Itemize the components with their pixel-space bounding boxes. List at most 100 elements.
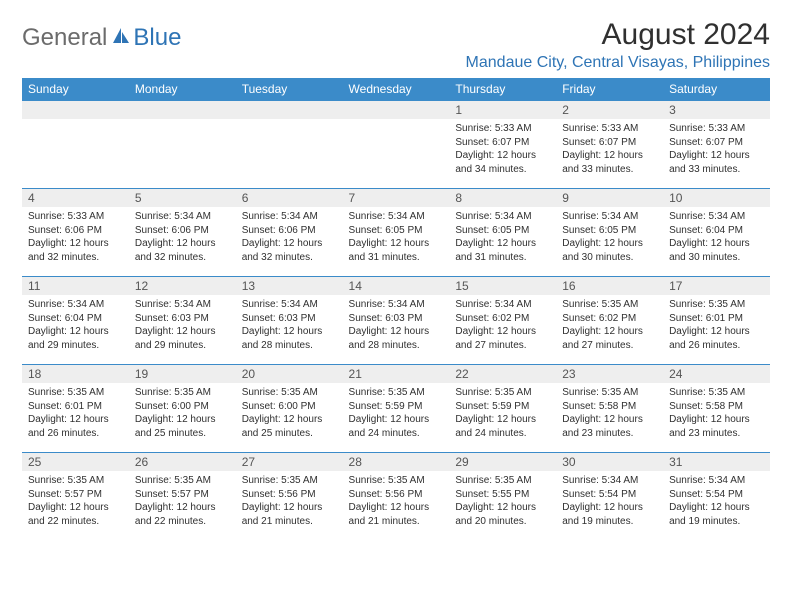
calendar-cell: 2Sunrise: 5:33 AMSunset: 6:07 PMDaylight…: [556, 101, 663, 189]
calendar-cell: 12Sunrise: 5:34 AMSunset: 6:03 PMDayligh…: [129, 277, 236, 365]
calendar-week-row: 11Sunrise: 5:34 AMSunset: 6:04 PMDayligh…: [22, 277, 770, 365]
day-number: 13: [236, 277, 343, 295]
calendar-cell: [343, 101, 450, 189]
day-header: Friday: [556, 78, 663, 101]
day-details: Sunrise: 5:34 AMSunset: 6:03 PMDaylight:…: [129, 295, 236, 356]
day-number: 19: [129, 365, 236, 383]
day-details: Sunrise: 5:33 AMSunset: 6:07 PMDaylight:…: [663, 119, 770, 180]
calendar-cell: 31Sunrise: 5:34 AMSunset: 5:54 PMDayligh…: [663, 453, 770, 541]
day-number: 18: [22, 365, 129, 383]
day-details: Sunrise: 5:34 AMSunset: 6:04 PMDaylight:…: [663, 207, 770, 268]
day-number: [343, 101, 450, 119]
day-details: Sunrise: 5:35 AMSunset: 5:58 PMDaylight:…: [556, 383, 663, 444]
day-number: 3: [663, 101, 770, 119]
calendar-cell: 19Sunrise: 5:35 AMSunset: 6:00 PMDayligh…: [129, 365, 236, 453]
title-block: August 2024 Mandaue City, Central Visaya…: [466, 18, 770, 72]
day-number: 10: [663, 189, 770, 207]
day-details: Sunrise: 5:34 AMSunset: 6:06 PMDaylight:…: [236, 207, 343, 268]
calendar-cell: 26Sunrise: 5:35 AMSunset: 5:57 PMDayligh…: [129, 453, 236, 541]
calendar-week-row: 4Sunrise: 5:33 AMSunset: 6:06 PMDaylight…: [22, 189, 770, 277]
day-header-row: Sunday Monday Tuesday Wednesday Thursday…: [22, 78, 770, 101]
calendar-cell: 8Sunrise: 5:34 AMSunset: 6:05 PMDaylight…: [449, 189, 556, 277]
day-number: 8: [449, 189, 556, 207]
logo: General Blue: [22, 18, 181, 52]
day-number: 15: [449, 277, 556, 295]
day-header: Tuesday: [236, 78, 343, 101]
day-number: 17: [663, 277, 770, 295]
calendar-cell: 24Sunrise: 5:35 AMSunset: 5:58 PMDayligh…: [663, 365, 770, 453]
day-number: 12: [129, 277, 236, 295]
day-number: 5: [129, 189, 236, 207]
calendar-cell: 10Sunrise: 5:34 AMSunset: 6:04 PMDayligh…: [663, 189, 770, 277]
day-number: [129, 101, 236, 119]
calendar-week-row: 1Sunrise: 5:33 AMSunset: 6:07 PMDaylight…: [22, 101, 770, 189]
calendar-page: General Blue August 2024 Mandaue City, C…: [0, 0, 792, 559]
day-details: Sunrise: 5:35 AMSunset: 6:00 PMDaylight:…: [236, 383, 343, 444]
calendar-cell: 29Sunrise: 5:35 AMSunset: 5:55 PMDayligh…: [449, 453, 556, 541]
calendar-cell: 22Sunrise: 5:35 AMSunset: 5:59 PMDayligh…: [449, 365, 556, 453]
calendar-cell: 21Sunrise: 5:35 AMSunset: 5:59 PMDayligh…: [343, 365, 450, 453]
day-number: 23: [556, 365, 663, 383]
day-details: Sunrise: 5:33 AMSunset: 6:07 PMDaylight:…: [556, 119, 663, 180]
day-number: 30: [556, 453, 663, 471]
day-details: Sunrise: 5:34 AMSunset: 6:03 PMDaylight:…: [343, 295, 450, 356]
calendar-cell: 17Sunrise: 5:35 AMSunset: 6:01 PMDayligh…: [663, 277, 770, 365]
logo-text-general: General: [22, 24, 107, 52]
day-number: [22, 101, 129, 119]
day-details: Sunrise: 5:34 AMSunset: 6:04 PMDaylight:…: [22, 295, 129, 356]
day-details: Sunrise: 5:34 AMSunset: 6:05 PMDaylight:…: [343, 207, 450, 268]
calendar-cell: 25Sunrise: 5:35 AMSunset: 5:57 PMDayligh…: [22, 453, 129, 541]
day-number: 22: [449, 365, 556, 383]
location-subtitle: Mandaue City, Central Visayas, Philippin…: [466, 54, 770, 72]
day-number: 28: [343, 453, 450, 471]
day-details: Sunrise: 5:35 AMSunset: 5:56 PMDaylight:…: [343, 471, 450, 532]
day-number: 7: [343, 189, 450, 207]
day-details: Sunrise: 5:34 AMSunset: 5:54 PMDaylight:…: [663, 471, 770, 532]
day-number: 27: [236, 453, 343, 471]
day-number: 9: [556, 189, 663, 207]
calendar-body: 1Sunrise: 5:33 AMSunset: 6:07 PMDaylight…: [22, 101, 770, 541]
logo-sail-icon: [111, 26, 131, 51]
day-details: Sunrise: 5:35 AMSunset: 6:01 PMDaylight:…: [22, 383, 129, 444]
day-details: Sunrise: 5:34 AMSunset: 6:02 PMDaylight:…: [449, 295, 556, 356]
calendar-table: Sunday Monday Tuesday Wednesday Thursday…: [22, 78, 770, 541]
calendar-cell: 16Sunrise: 5:35 AMSunset: 6:02 PMDayligh…: [556, 277, 663, 365]
calendar-cell: [236, 101, 343, 189]
day-number: 14: [343, 277, 450, 295]
day-number: 2: [556, 101, 663, 119]
day-details: Sunrise: 5:35 AMSunset: 5:59 PMDaylight:…: [343, 383, 450, 444]
calendar-cell: 1Sunrise: 5:33 AMSunset: 6:07 PMDaylight…: [449, 101, 556, 189]
calendar-cell: 13Sunrise: 5:34 AMSunset: 6:03 PMDayligh…: [236, 277, 343, 365]
calendar-cell: 4Sunrise: 5:33 AMSunset: 6:06 PMDaylight…: [22, 189, 129, 277]
header: General Blue August 2024 Mandaue City, C…: [22, 18, 770, 72]
calendar-cell: 3Sunrise: 5:33 AMSunset: 6:07 PMDaylight…: [663, 101, 770, 189]
day-details: Sunrise: 5:34 AMSunset: 6:05 PMDaylight:…: [556, 207, 663, 268]
calendar-cell: 11Sunrise: 5:34 AMSunset: 6:04 PMDayligh…: [22, 277, 129, 365]
day-header: Saturday: [663, 78, 770, 101]
day-header: Thursday: [449, 78, 556, 101]
day-details: Sunrise: 5:35 AMSunset: 6:01 PMDaylight:…: [663, 295, 770, 356]
calendar-cell: 9Sunrise: 5:34 AMSunset: 6:05 PMDaylight…: [556, 189, 663, 277]
day-number: 6: [236, 189, 343, 207]
day-details: Sunrise: 5:35 AMSunset: 5:57 PMDaylight:…: [129, 471, 236, 532]
day-details: Sunrise: 5:33 AMSunset: 6:06 PMDaylight:…: [22, 207, 129, 268]
day-number: 11: [22, 277, 129, 295]
day-details: Sunrise: 5:33 AMSunset: 6:07 PMDaylight:…: [449, 119, 556, 180]
day-details: Sunrise: 5:34 AMSunset: 6:05 PMDaylight:…: [449, 207, 556, 268]
day-details: Sunrise: 5:35 AMSunset: 5:56 PMDaylight:…: [236, 471, 343, 532]
day-header: Sunday: [22, 78, 129, 101]
calendar-cell: 18Sunrise: 5:35 AMSunset: 6:01 PMDayligh…: [22, 365, 129, 453]
calendar-cell: 27Sunrise: 5:35 AMSunset: 5:56 PMDayligh…: [236, 453, 343, 541]
logo-text-blue: Blue: [133, 24, 181, 52]
day-number: 4: [22, 189, 129, 207]
day-header: Wednesday: [343, 78, 450, 101]
day-details: Sunrise: 5:35 AMSunset: 5:59 PMDaylight:…: [449, 383, 556, 444]
calendar-cell: 28Sunrise: 5:35 AMSunset: 5:56 PMDayligh…: [343, 453, 450, 541]
day-number: [236, 101, 343, 119]
day-number: 24: [663, 365, 770, 383]
day-number: 29: [449, 453, 556, 471]
calendar-cell: [129, 101, 236, 189]
day-number: 20: [236, 365, 343, 383]
calendar-week-row: 18Sunrise: 5:35 AMSunset: 6:01 PMDayligh…: [22, 365, 770, 453]
day-details: Sunrise: 5:34 AMSunset: 6:03 PMDaylight:…: [236, 295, 343, 356]
